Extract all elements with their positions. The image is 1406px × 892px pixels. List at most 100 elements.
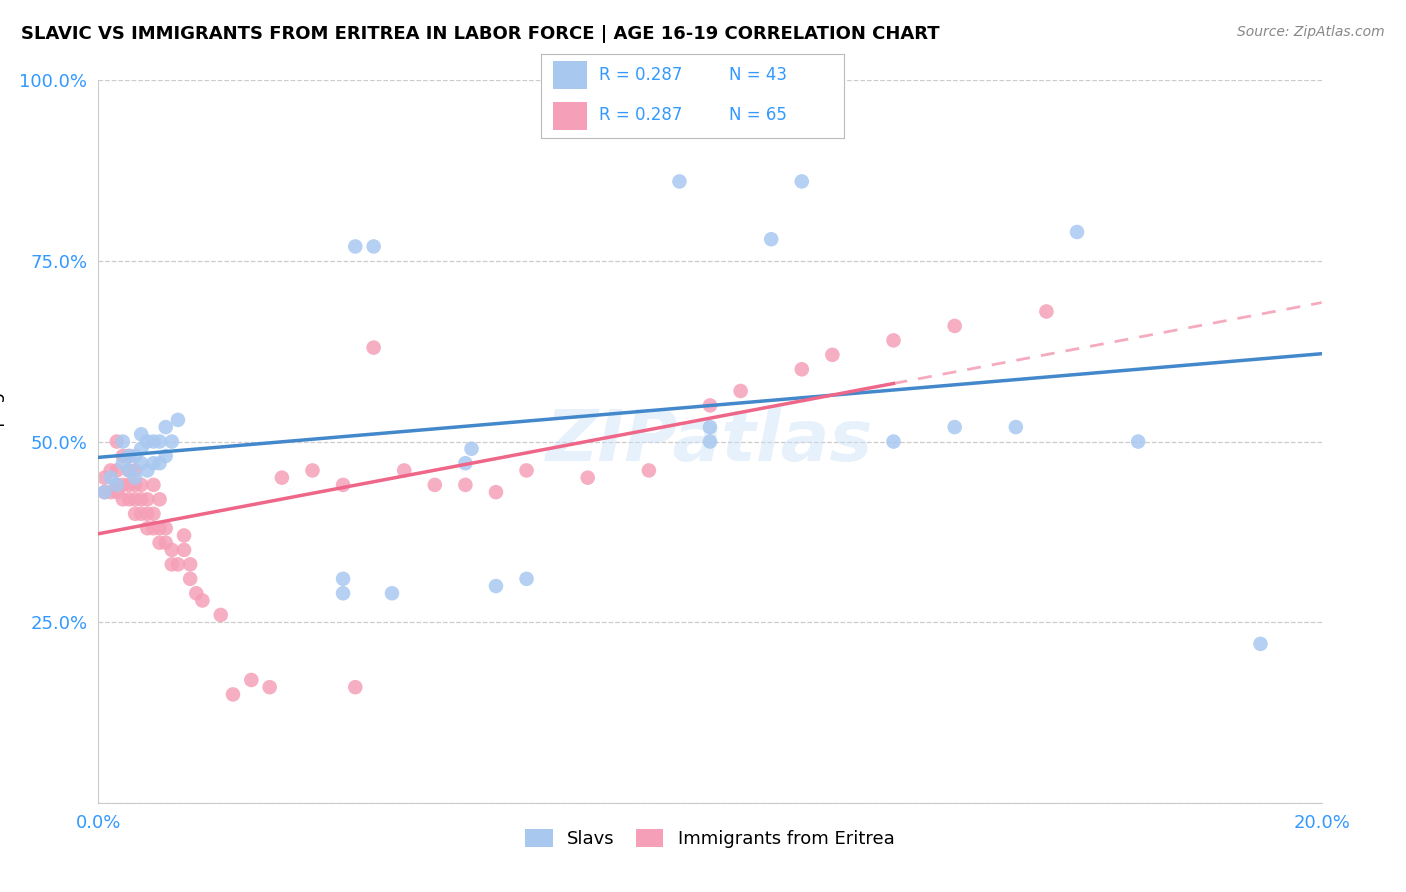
Point: [149, 535, 172, 549]
Point: [136, 521, 159, 535]
Point: [118, 463, 141, 477]
Point: [883, 334, 905, 348]
Text: N = 65: N = 65: [728, 106, 786, 124]
Y-axis label: In Labor Force | Age 16-19: In Labor Force | Age 16-19: [0, 322, 6, 561]
Point: [136, 463, 159, 477]
Point: [105, 478, 128, 492]
Point: [167, 558, 190, 572]
Point: [118, 449, 141, 463]
Point: [105, 463, 128, 477]
Point: [155, 420, 177, 434]
Point: [790, 362, 813, 376]
Point: [699, 434, 721, 449]
Point: [759, 232, 782, 246]
Point: [93, 470, 115, 484]
Point: [124, 463, 146, 477]
Point: [332, 586, 354, 600]
Point: [943, 420, 966, 434]
Point: [454, 478, 477, 492]
Point: [821, 348, 844, 362]
Point: [883, 434, 905, 449]
Point: [111, 456, 134, 470]
Point: [111, 449, 134, 463]
Point: [136, 492, 159, 507]
Point: [1004, 420, 1026, 434]
Text: R = 0.287: R = 0.287: [599, 66, 682, 84]
Point: [118, 463, 141, 477]
Point: [100, 485, 122, 500]
FancyBboxPatch shape: [554, 102, 586, 130]
Point: [93, 485, 115, 500]
Text: ZIPatlas: ZIPatlas: [547, 407, 873, 476]
Point: [124, 492, 146, 507]
Point: [124, 449, 146, 463]
Text: N = 43: N = 43: [728, 66, 787, 84]
Point: [1035, 304, 1057, 318]
Point: [1249, 637, 1271, 651]
Point: [129, 478, 152, 492]
Point: [301, 463, 323, 477]
Point: [191, 593, 214, 607]
Point: [699, 420, 721, 434]
Point: [160, 558, 183, 572]
Point: [111, 434, 134, 449]
Point: [637, 463, 661, 477]
Point: [209, 607, 232, 622]
Point: [173, 542, 195, 557]
Point: [485, 485, 508, 500]
Point: [124, 478, 146, 492]
Point: [136, 434, 159, 449]
Point: [186, 586, 208, 600]
Point: [142, 507, 165, 521]
Point: [142, 434, 165, 449]
Text: Source: ZipAtlas.com: Source: ZipAtlas.com: [1237, 25, 1385, 39]
Point: [270, 470, 292, 484]
Point: [155, 449, 177, 463]
Point: [454, 456, 477, 470]
Point: [332, 572, 354, 586]
Point: [259, 680, 281, 694]
Point: [668, 174, 690, 188]
Point: [460, 442, 482, 456]
Point: [111, 478, 134, 492]
Point: [118, 478, 141, 492]
Point: [100, 470, 122, 484]
Point: [105, 485, 128, 500]
Point: [943, 318, 966, 333]
Point: [160, 434, 183, 449]
FancyBboxPatch shape: [554, 62, 586, 89]
Point: [129, 507, 152, 521]
Point: [179, 572, 201, 586]
Point: [136, 507, 159, 521]
Point: [105, 434, 128, 449]
Point: [1128, 434, 1150, 449]
Point: [142, 478, 165, 492]
Point: [149, 456, 172, 470]
Point: [149, 492, 172, 507]
Legend: Slavs, Immigrants from Eritrea: Slavs, Immigrants from Eritrea: [519, 822, 901, 855]
Point: [118, 449, 141, 463]
Point: [516, 572, 538, 586]
Point: [516, 463, 538, 477]
Point: [332, 478, 354, 492]
Point: [485, 579, 508, 593]
Point: [167, 413, 190, 427]
Point: [173, 528, 195, 542]
Point: [129, 442, 152, 456]
Point: [730, 384, 752, 398]
Point: [363, 239, 385, 253]
Point: [344, 680, 367, 694]
Point: [129, 427, 152, 442]
Point: [711, 73, 734, 87]
Point: [129, 492, 152, 507]
Point: [155, 521, 177, 535]
Point: [392, 463, 416, 477]
Point: [93, 485, 115, 500]
Point: [179, 558, 201, 572]
Point: [160, 542, 183, 557]
Point: [142, 521, 165, 535]
Point: [105, 478, 128, 492]
Point: [344, 239, 367, 253]
Point: [149, 434, 172, 449]
Point: [699, 398, 721, 412]
